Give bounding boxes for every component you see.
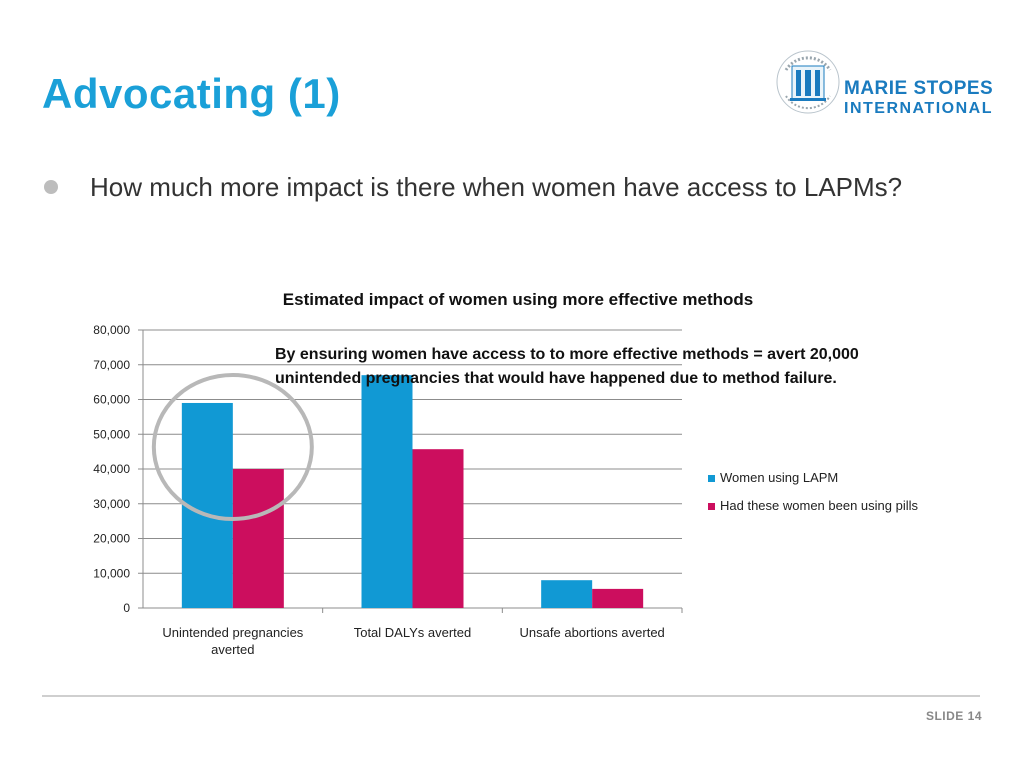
legend-label: Had these women been using pills (720, 498, 919, 513)
chart-title: Estimated impact of women using more eff… (283, 290, 753, 309)
bar-lapm (541, 580, 593, 608)
y-tick-label: 20,000 (93, 532, 130, 546)
bullet-text: How much more impact is there when women… (90, 172, 903, 202)
footer-divider (42, 695, 980, 697)
x-category-label: Total DALYs averted (354, 625, 472, 640)
bar-lapm (361, 375, 413, 608)
y-tick-label: 80,000 (93, 323, 130, 337)
x-category-label: Unintended pregnancies (162, 625, 303, 640)
legend-swatch (708, 503, 715, 510)
y-tick-label: 40,000 (93, 462, 130, 476)
impact-bar-chart: Estimated impact of women using more eff… (93, 290, 919, 657)
y-tick-label: 30,000 (93, 497, 130, 511)
bar-pills (412, 449, 464, 608)
bar-lapm (181, 402, 233, 608)
chart-annotation: By ensuring women have access to to more… (275, 346, 859, 387)
y-tick-label: 50,000 (93, 427, 130, 441)
x-category-label: Unsafe abortions averted (520, 625, 665, 640)
slide-title: Advocating (1) (42, 70, 341, 117)
x-category-label: averted (211, 642, 254, 657)
legend-swatch (708, 475, 715, 482)
slide-number: SLIDE 14 (925, 709, 982, 723)
bar-pills (232, 469, 284, 608)
y-tick-label: 10,000 (93, 566, 130, 580)
y-tick-label: 0 (123, 601, 130, 615)
marie-stopes-logo: MARIE STOPES INTERNATIONAL (772, 40, 993, 130)
y-tick-label: 70,000 (93, 358, 130, 372)
highlight-circle (151, 373, 314, 521)
logo-seal-icon (776, 50, 840, 114)
legend-label: Women using LAPM (720, 470, 838, 485)
y-tick-label: 60,000 (93, 393, 130, 407)
logo-subtitle: INTERNATIONAL (844, 100, 993, 117)
bullet-dot-icon (44, 180, 58, 194)
logo-name: MARIE STOPES (844, 78, 994, 99)
bar-pills (592, 588, 644, 608)
bullet-point: How much more impact is there when women… (44, 168, 954, 206)
